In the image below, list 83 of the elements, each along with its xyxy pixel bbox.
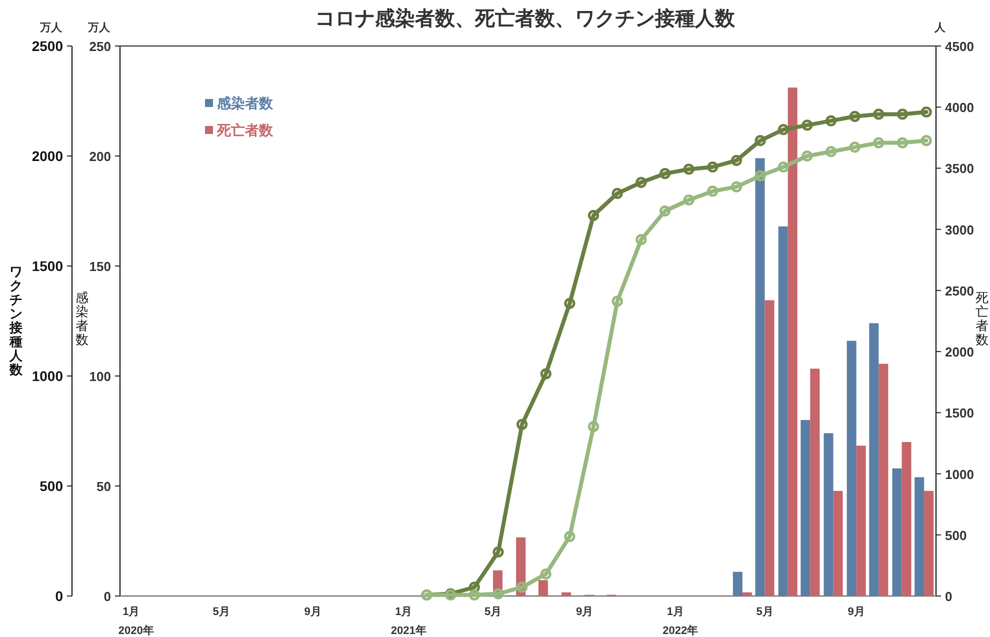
point bbox=[683, 164, 694, 175]
point bbox=[707, 161, 718, 173]
y-tick-label: 2500 bbox=[32, 38, 64, 54]
y-tick-label: 1500 bbox=[32, 258, 64, 274]
axis-title-y3: 死亡者数 bbox=[976, 290, 988, 347]
chart-title: コロナ感染者数、死亡者数、ワクチン接種人数 bbox=[315, 7, 736, 30]
point bbox=[707, 186, 718, 197]
axis-title-y2: 感染者数 bbox=[76, 290, 88, 347]
point bbox=[636, 234, 647, 246]
axis-y3: 0 500 1000 1500 2000 2500 3000 3500 4000 4500 人 bbox=[934, 22, 974, 604]
legend-label: 死亡者数 bbox=[216, 122, 274, 138]
y3-tick-label: 500 bbox=[945, 528, 967, 543]
x-tick-label: 1月 2020年 bbox=[118, 606, 154, 637]
y3-tick-label: 2500 bbox=[945, 283, 974, 298]
x-tick-label: 1月 2022年 bbox=[662, 606, 698, 637]
point bbox=[683, 194, 694, 206]
point bbox=[896, 137, 908, 148]
bar bbox=[732, 572, 742, 596]
y3-tick-label: 3000 bbox=[945, 222, 974, 238]
bar bbox=[538, 580, 548, 596]
point bbox=[636, 176, 647, 188]
point bbox=[873, 137, 884, 148]
y-tick-label: 2000 bbox=[32, 148, 64, 164]
point bbox=[468, 589, 480, 600]
point bbox=[778, 124, 789, 136]
point bbox=[825, 115, 837, 126]
y2-tick-label: 0 bbox=[104, 589, 111, 604]
point bbox=[920, 106, 932, 118]
point bbox=[492, 588, 504, 600]
point bbox=[873, 108, 884, 120]
point bbox=[754, 170, 766, 182]
point bbox=[825, 146, 837, 158]
point bbox=[492, 546, 504, 558]
x-tick-label: 5月 bbox=[212, 606, 230, 618]
point bbox=[802, 120, 813, 131]
legend-label: 感染者数 bbox=[216, 95, 274, 111]
y2-tick-label: 200 bbox=[89, 149, 111, 164]
y3-tick-label: 1500 bbox=[945, 406, 974, 421]
point bbox=[588, 210, 600, 221]
x-tick-label: 9月 bbox=[848, 606, 865, 618]
point bbox=[730, 154, 742, 166]
axis-y2: 0 50 100 150 200 250 万人 bbox=[88, 22, 121, 604]
point bbox=[754, 135, 766, 146]
point bbox=[778, 161, 789, 173]
x-tick-label: 1月 2021年 bbox=[390, 606, 426, 637]
point bbox=[920, 135, 932, 146]
axis-y: 0 500 1000 1500 2000 2500 万人 bbox=[32, 22, 73, 604]
point bbox=[659, 205, 671, 217]
point bbox=[516, 418, 528, 430]
y2-tick-label: 50 bbox=[96, 479, 111, 494]
x-tick-label: 5月 bbox=[484, 606, 502, 618]
y3-tick-label: 4500 bbox=[945, 39, 974, 54]
bar bbox=[562, 592, 572, 596]
y-tick-label: 1000 bbox=[32, 368, 64, 384]
x-tick-label: 5月 bbox=[756, 606, 774, 618]
y2-tick-label: 100 bbox=[89, 369, 111, 384]
point bbox=[588, 421, 600, 432]
point bbox=[849, 110, 860, 122]
y3-tick-label: 0 bbox=[945, 589, 952, 604]
y2-tick-label: 250 bbox=[89, 39, 111, 54]
point bbox=[516, 582, 528, 593]
point bbox=[896, 108, 908, 120]
point bbox=[612, 296, 623, 307]
point bbox=[659, 168, 671, 180]
point bbox=[540, 368, 552, 380]
axis-title-y: ワクチン接種人数 bbox=[10, 264, 22, 377]
y2-tick-label: 150 bbox=[89, 259, 111, 274]
bar bbox=[742, 592, 752, 596]
y-tick-label: 0 bbox=[55, 588, 64, 604]
point bbox=[612, 188, 623, 199]
y3-tick-label: 1000 bbox=[945, 466, 974, 482]
point bbox=[540, 568, 552, 580]
y3-tick-label: 2000 bbox=[945, 344, 974, 360]
point bbox=[802, 150, 813, 162]
y3-tick-label: 4000 bbox=[945, 100, 974, 116]
y3-tick-label: 3500 bbox=[945, 161, 974, 176]
x-tick-label: 9月 bbox=[576, 606, 594, 618]
y-tick-label: 500 bbox=[40, 478, 64, 494]
x-tick-label: 9月 bbox=[304, 606, 322, 618]
point bbox=[564, 531, 576, 542]
point bbox=[849, 142, 860, 153]
point bbox=[564, 298, 576, 309]
point bbox=[730, 181, 742, 192]
